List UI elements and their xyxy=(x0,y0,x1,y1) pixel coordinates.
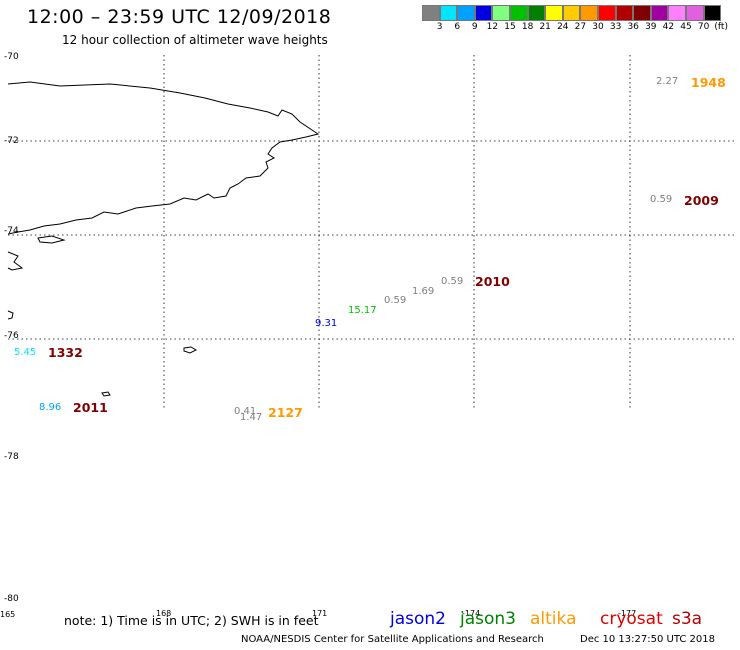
swh-value: 2.27 xyxy=(656,76,679,87)
color-scale-swatch xyxy=(685,5,704,21)
color-scale-label: 15 xyxy=(504,22,516,32)
color-scale-swatch xyxy=(527,5,546,21)
coastline-point-3 xyxy=(7,251,24,271)
swh-value: 8.96 xyxy=(39,402,62,413)
color-scale-label: 36 xyxy=(627,22,639,32)
swh-value: 0.41 xyxy=(234,406,257,417)
color-scale-label: (ft) xyxy=(714,22,728,32)
color-scale-label: 27 xyxy=(574,22,587,32)
color-scale-label: 42 xyxy=(662,22,675,32)
pass-time-label: 2011 xyxy=(73,400,108,415)
color-scale-label: 21 xyxy=(539,22,551,32)
color-scale-swatch xyxy=(439,5,458,21)
map-title: 12:00 – 23:59 UTC 12/09/2018 xyxy=(27,6,332,28)
pass-time-label: 1332 xyxy=(48,345,83,360)
color-scale-label: 9 xyxy=(471,22,478,32)
lat-label: -72 xyxy=(4,136,19,146)
swh-value: 1.47 xyxy=(240,412,263,423)
lon-label: 165 xyxy=(0,610,16,619)
coastline-mainland xyxy=(7,81,320,235)
swh-value: 0.59 xyxy=(441,276,464,287)
color-scale-swatch xyxy=(703,5,722,21)
satellite-legend-altika: altika xyxy=(530,609,577,629)
lat-label: -70 xyxy=(4,52,19,62)
color-scale-swatch xyxy=(492,5,510,21)
color-scale-swatch xyxy=(633,5,651,21)
color-scale-swatch xyxy=(474,5,493,21)
satellite-legend-s3a: s3a xyxy=(672,609,703,629)
color-scale-label: 30 xyxy=(592,22,604,32)
pass-time-label: 1948 xyxy=(691,75,726,90)
swh-value: 9.31 xyxy=(315,318,338,329)
color-scale-label: 45 xyxy=(680,22,692,32)
lat-label: -78 xyxy=(4,452,19,462)
color-scale-label: 33 xyxy=(609,22,622,32)
satellite-legend-cryosat: cryosat xyxy=(600,609,663,629)
pass-time-label: 2010 xyxy=(475,274,510,289)
color-scale-swatch xyxy=(509,5,528,21)
lon-label: -177 xyxy=(618,609,637,618)
credit-line: NOAA/NESDIS Center for Satellite Applica… xyxy=(241,634,544,645)
color-scale-swatch xyxy=(545,5,563,21)
color-scale-swatch xyxy=(597,5,616,21)
generation-timestamp: Dec 10 13:27:50 UTC 2018 xyxy=(580,634,715,645)
lon-label: -174 xyxy=(462,609,481,618)
color-scale-swatch xyxy=(615,5,634,21)
lat-label: -76 xyxy=(4,331,19,341)
wave-height-color-scale xyxy=(422,5,722,21)
island-2 xyxy=(183,346,198,354)
footer-note: note: 1) Time is in UTC; 2) SWH is in fe… xyxy=(64,613,319,628)
color-scale-swatch xyxy=(580,5,598,21)
lon-label: 168 xyxy=(156,609,172,618)
satellite-legend-jason3: jason3 xyxy=(460,609,516,629)
color-scale-label: 39 xyxy=(645,22,657,32)
island-3 xyxy=(101,391,111,397)
color-scale-swatch xyxy=(668,5,686,21)
pass-time-label: 2009 xyxy=(684,193,719,208)
swh-value: 0.59 xyxy=(650,194,673,205)
map-subtitle: 12 hour collection of altimeter wave hei… xyxy=(62,33,328,47)
color-scale-label: 18 xyxy=(521,22,534,32)
color-scale-label: 24 xyxy=(557,22,569,32)
color-scale-label: 6 xyxy=(454,22,461,32)
color-scale-swatch xyxy=(562,5,581,21)
swh-value: 1.69 xyxy=(412,286,435,297)
pass-time-label: 2127 xyxy=(268,405,303,420)
color-scale-swatch xyxy=(422,5,440,21)
color-scale-swatch xyxy=(650,5,669,21)
color-scale-label: 70 xyxy=(697,22,710,32)
color-scale-label: 3 xyxy=(436,22,443,32)
coastline-point-2 xyxy=(37,235,66,244)
color-scale-label: 12 xyxy=(486,22,499,32)
color-scale-swatch xyxy=(457,5,475,21)
swh-value: 5.45 xyxy=(14,347,37,358)
island-1 xyxy=(7,310,14,320)
coastline xyxy=(7,81,320,397)
swh-value: 15.17 xyxy=(348,305,377,316)
lon-label: 171 xyxy=(312,609,328,618)
graticule xyxy=(8,55,736,408)
lat-label: -74 xyxy=(4,226,19,236)
swh-value: 0.59 xyxy=(384,295,407,306)
satellite-legend-jason2: jason2 xyxy=(390,609,446,629)
lat-label: -80 xyxy=(4,594,19,604)
